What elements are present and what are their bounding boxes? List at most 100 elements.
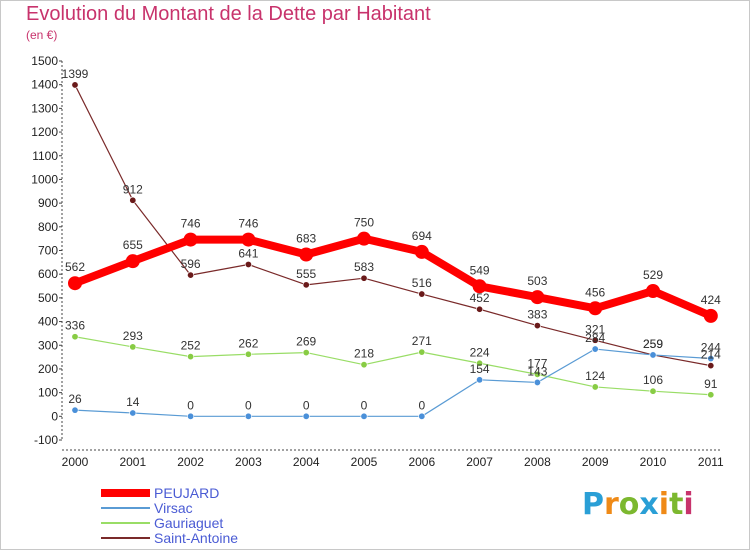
data-label-peujard: 503 (527, 274, 547, 288)
data-label-saint-antoine: 516 (412, 276, 432, 290)
data-point-virsac (244, 412, 252, 420)
x-tick-label: 2003 (235, 455, 262, 469)
data-point-peujard (472, 279, 487, 294)
data-point-virsac (649, 351, 657, 359)
y-tick-label: 300 (38, 338, 58, 352)
x-tick-label: 2000 (62, 455, 89, 469)
y-tick-label: -100 (34, 433, 58, 447)
y-tick-label: 100 (38, 386, 58, 400)
data-point-saint-antoine (418, 290, 426, 298)
data-label-peujard: 549 (470, 263, 490, 277)
data-label-gauriaguet: 124 (585, 369, 605, 383)
data-point-saint-antoine (360, 274, 368, 282)
data-point-gauriaguet (302, 349, 310, 357)
y-tick-label: 200 (38, 362, 58, 376)
data-point-gauriaguet (707, 391, 715, 399)
y-tick-label: 400 (38, 315, 58, 329)
data-label-gauriaguet: 252 (181, 339, 201, 353)
data-label-peujard: 750 (354, 216, 374, 230)
data-label-gauriaguet: 271 (412, 334, 432, 348)
data-point-virsac (302, 412, 310, 420)
data-labels: 1399 912 596 641 555 583 516 452 383 321 259 214 336… (62, 67, 721, 412)
x-tick-label: 2010 (640, 455, 667, 469)
data-point-gauriaguet (591, 383, 599, 391)
y-tick-label: 1400 (31, 78, 58, 92)
x-tick-label: 2005 (351, 455, 378, 469)
legend-label-virsac: Virsac (154, 500, 193, 516)
data-label-peujard: 746 (181, 217, 201, 231)
series-line-saint-antoine (74, 84, 711, 367)
data-label-peujard: 456 (585, 285, 605, 299)
data-label-gauriaguet: 91 (704, 377, 718, 391)
y-tick-label: 1200 (31, 125, 58, 139)
data-label-peujard: 683 (296, 232, 316, 246)
data-label-virsac: 26 (68, 392, 82, 406)
data-point-peujard (530, 290, 545, 305)
y-tick-label: 1500 (31, 54, 58, 68)
y-tick-label: 1100 (32, 149, 58, 163)
data-point-peujard (299, 247, 314, 262)
data-point-gauriaguet (71, 333, 79, 341)
data-point-peujard (646, 284, 660, 299)
data-label-saint-antoine: 452 (470, 291, 490, 305)
data-label-virsac: 0 (187, 398, 194, 412)
data-label-gauriaguet: 262 (238, 336, 258, 350)
data-label-peujard: 529 (643, 268, 663, 282)
series-line-gauriaguet (74, 336, 711, 396)
data-label-saint-antoine: 214 (701, 348, 721, 362)
series-line-peujard (73, 234, 713, 320)
y-tick-label: 1300 (31, 101, 58, 115)
data-point-saint-antoine (707, 362, 715, 370)
data-point-virsac (418, 412, 426, 420)
x-tick-label: 2011 (698, 455, 724, 469)
data-point-gauriaguet (649, 387, 657, 395)
data-label-peujard: 746 (238, 217, 258, 231)
data-label-virsac: 0 (245, 398, 252, 412)
chart-title: Evolution du Montant de la Dette par Hab… (26, 3, 431, 25)
y-tick-label: 800 (38, 220, 58, 234)
data-label-saint-antoine: 321 (585, 322, 605, 336)
legend-label-peujard: PEUJARD (154, 485, 219, 501)
data-point-peujard (703, 308, 718, 323)
y-tick-label: 1000 (31, 172, 58, 186)
data-label-gauriaguet: 218 (354, 347, 374, 361)
data-point-peujard (68, 276, 82, 291)
data-label-saint-antoine: 583 (354, 260, 374, 274)
data-point-virsac (71, 406, 79, 414)
data-label-peujard: 694 (412, 229, 432, 243)
data-label-gauriaguet: 293 (123, 329, 143, 343)
data-point-gauriaguet (244, 350, 252, 358)
data-label-saint-antoine: 383 (527, 308, 547, 322)
chart-subtitle: (en €) (26, 28, 58, 42)
data-point-virsac (476, 376, 484, 384)
data-label-virsac: 0 (361, 398, 368, 412)
data-label-gauriaguet: 336 (65, 319, 85, 333)
data-label-peujard: 655 (123, 238, 143, 252)
data-label-virsac: 0 (303, 398, 310, 412)
data-point-virsac (533, 378, 541, 386)
data-point-gauriaguet (418, 348, 426, 356)
data-label-virsac: 0 (418, 398, 425, 412)
y-tick-label: 700 (38, 244, 58, 258)
data-label-virsac: 154 (470, 362, 490, 376)
data-point-peujard (414, 244, 429, 259)
data-point-virsac (360, 412, 368, 420)
proxiti-logo: Proxiti (582, 487, 694, 522)
x-tick-label: 2006 (408, 455, 435, 469)
data-label-saint-antoine: 555 (296, 267, 316, 281)
y-tick-label: 500 (38, 291, 58, 305)
data-label-saint-antoine: 912 (123, 182, 143, 196)
data-label-peujard: 424 (701, 293, 721, 307)
data-label-saint-antoine: 596 (181, 257, 201, 271)
data-point-peujard (183, 232, 198, 247)
data-label-virsac: 284 (585, 331, 605, 345)
data-point-virsac (707, 355, 715, 363)
axes: -100010020030040050060070080090010001100… (31, 54, 724, 469)
data-label-virsac: 244 (701, 341, 721, 355)
data-point-saint-antoine (476, 305, 484, 313)
data-point-peujard (241, 232, 256, 247)
data-point-gauriaguet (476, 359, 484, 367)
